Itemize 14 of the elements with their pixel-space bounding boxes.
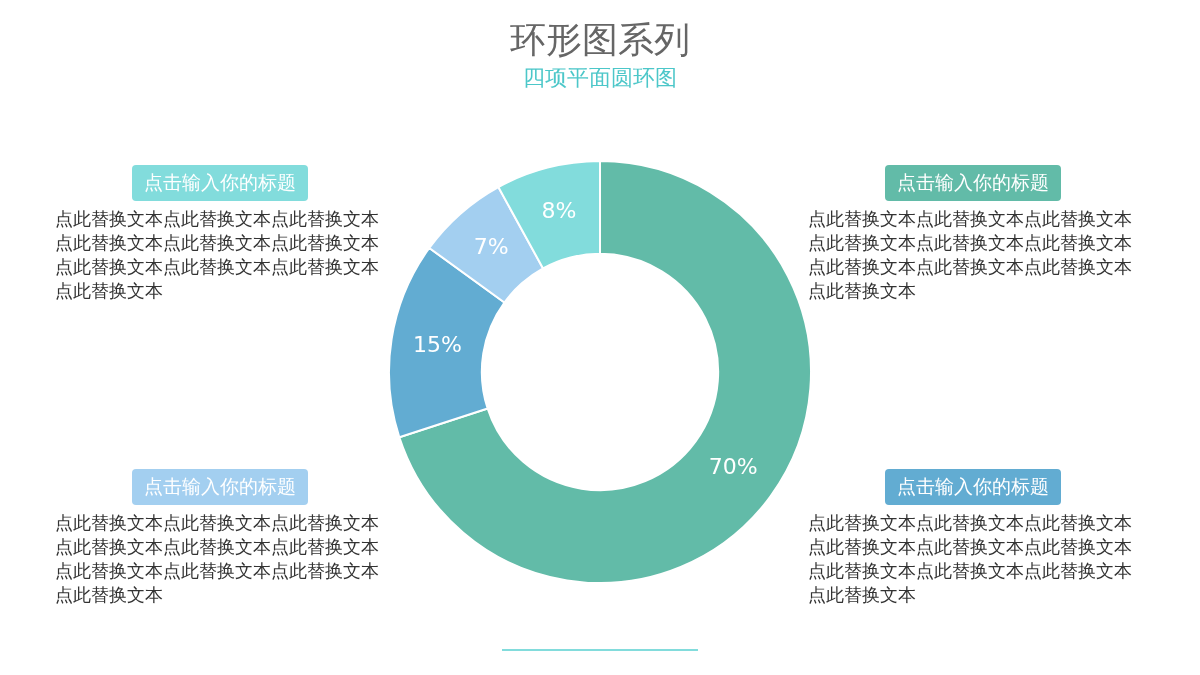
text: 点击输入你的标题 — [132, 469, 308, 505]
text: 点击输入你的标题 — [132, 165, 308, 201]
data-label: 8% — [541, 198, 577, 224]
data-label: 7% — [473, 234, 509, 260]
chart-subtitle: 四项平面圆环图 — [522, 64, 678, 92]
text: 点此替换文本点此替换文本点此替换文本点此替换文本点此替换文本点此替换文本点此替换文本点此替换文本点此替换文本点此替换文本 — [808, 207, 1133, 303]
text: 点此替换文本点此替换文本点此替换文本点此替换文本点此替换文本点此替换文本点此替换文本点此替换文本点此替换文本点此替换文本 — [55, 207, 380, 303]
chart-title: 环形图系列 — [509, 18, 691, 62]
text: 点击输入你的标题 — [885, 165, 1061, 201]
text: 点此替换文本点此替换文本点此替换文本点此替换文本点此替换文本点此替换文本点此替换文本点此替换文本点此替换文本点此替换文本 — [55, 511, 380, 607]
data-label: 70% — [708, 454, 758, 480]
text: 点击输入你的标题 — [885, 469, 1061, 505]
text: 点此替换文本点此替换文本点此替换文本点此替换文本点此替换文本点此替换文本点此替换文本点此替换文本点此替换文本点此替换文本 — [808, 511, 1133, 607]
data-label: 15% — [412, 331, 462, 357]
